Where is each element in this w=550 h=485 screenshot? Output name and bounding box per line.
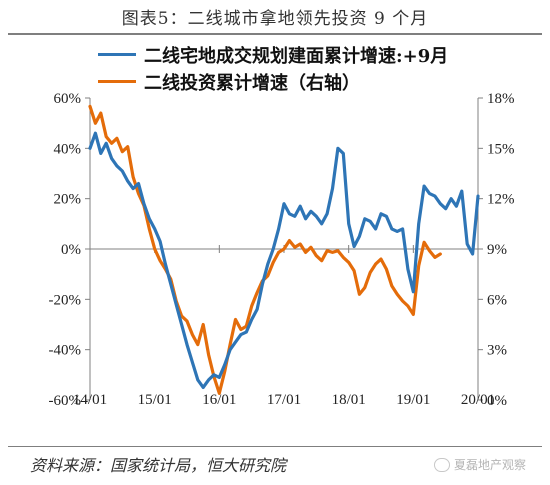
y-tick-label-right: 12% bbox=[487, 192, 515, 208]
chart-legend: 二线宅地成交规划建面累计增速:+9月 二线投资累计增速（右轴） bbox=[98, 41, 448, 95]
x-tick-label: 16/01 bbox=[202, 392, 236, 408]
y-tick-label-left: 0% bbox=[61, 242, 81, 258]
legend-item-series-1: 二线宅地成交规划建面累计增速:+9月 bbox=[98, 41, 448, 68]
legend-label-series-2: 二线投资累计增速（右轴） bbox=[144, 72, 360, 94]
x-tick-label: 15/01 bbox=[138, 392, 172, 408]
legend-label-series-1: 二线宅地成交规划建面累计增速:+9月 bbox=[144, 45, 449, 67]
watermark: 夏磊地产观察 bbox=[433, 456, 526, 473]
y-tick-label-right: 3% bbox=[487, 343, 507, 359]
y-tick-label-left: 40% bbox=[54, 141, 82, 157]
bottom-rule bbox=[8, 446, 542, 447]
source-note: 资料来源：国家统计局，恒大研究院 bbox=[30, 456, 287, 475]
y-tick-label-left: 20% bbox=[54, 192, 82, 208]
x-tick-label: 17/01 bbox=[267, 392, 301, 408]
y-tick-label-left: -60% bbox=[49, 393, 82, 409]
y-tick-label-left: -20% bbox=[49, 292, 82, 308]
series-line-2 bbox=[88, 104, 442, 395]
x-tick-label: 19/01 bbox=[396, 392, 430, 408]
series-line-1 bbox=[88, 131, 480, 389]
x-tick-label: 20/01 bbox=[461, 392, 495, 408]
legend-item-series-2: 二线投资累计增速（右轴） bbox=[98, 68, 448, 95]
y-tick-label-left: -40% bbox=[49, 343, 82, 359]
y-tick-label-right: 15% bbox=[487, 141, 515, 157]
x-tick-label: 18/01 bbox=[332, 392, 366, 408]
top-rule bbox=[8, 33, 542, 35]
watermark-text: 夏磊地产观察 bbox=[453, 458, 526, 472]
y-tick-label-right: 6% bbox=[487, 292, 507, 308]
figure-title: 图表5：二线城市拿地领先投资 9 个月 bbox=[121, 9, 429, 29]
legend-swatch-series-2 bbox=[98, 80, 136, 83]
y-tick-label-right: 9% bbox=[487, 242, 507, 258]
y-tick-label-right: 18% bbox=[487, 91, 515, 107]
legend-swatch-series-1 bbox=[98, 53, 136, 56]
y-tick-label-right: 0% bbox=[487, 393, 507, 409]
y-tick-label-left: 60% bbox=[54, 91, 82, 107]
x-tick-label: 14/01 bbox=[73, 392, 107, 408]
wechat-icon bbox=[433, 457, 450, 472]
